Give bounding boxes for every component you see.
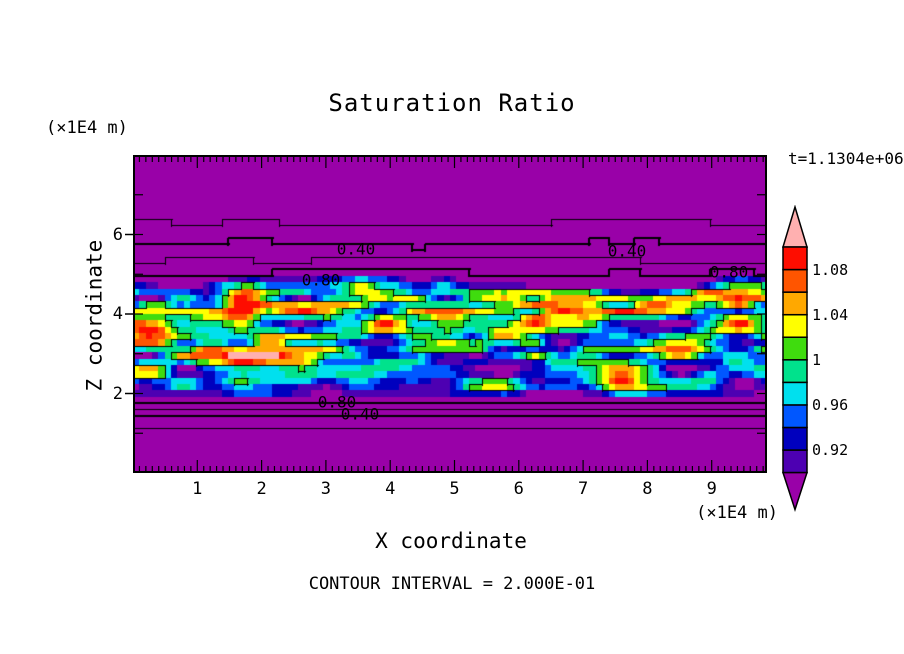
y-axis-units-label: (×1E4 m)	[46, 118, 128, 138]
contour-label: 0.40	[607, 241, 647, 261]
contour-interval-note: CONTOUR INTERVAL = 2.000E-01	[308, 574, 596, 594]
z-tick-label: 6	[112, 224, 123, 245]
z-tick-label: 2	[112, 383, 123, 404]
chart-title: Saturation Ratio	[328, 89, 576, 117]
x-tick-label: 2	[256, 479, 267, 499]
z-tick-label: 4	[112, 304, 123, 324]
colorbar-tick-label: 1.08	[812, 260, 849, 279]
contour-label: 0.40	[336, 239, 376, 259]
colorbar-tick-label: 0.92	[812, 441, 849, 460]
x-axis-units-label: (×1E4 m)	[696, 503, 778, 523]
colorbar-tick-label: 1	[812, 350, 822, 369]
colorbar-tick-label: 0.96	[812, 395, 849, 414]
x-tick-label: 6	[513, 479, 524, 499]
colorbar-tick-label: 1.04	[812, 305, 849, 324]
contour-field-canvas	[133, 155, 767, 473]
contour-label: 0.80	[317, 392, 357, 412]
x-tick-label: 5	[449, 479, 460, 499]
plot-area	[125, 155, 767, 473]
x-tick-label: 8	[642, 479, 653, 499]
x-tick-label: 3	[320, 479, 332, 499]
colorbar	[781, 205, 809, 513]
x-tick-label: 7	[577, 479, 589, 499]
contour-label: 0.40	[340, 404, 380, 424]
x-axis-label: X coordinate	[375, 529, 527, 553]
contour-label: 0.80	[709, 262, 749, 282]
contour-label: 0.80	[301, 270, 341, 290]
x-tick-label: 9	[706, 479, 717, 499]
x-tick-label: 4	[385, 479, 396, 499]
time-annotation: t=1.1304e+06	[788, 149, 904, 168]
x-tick-label: 1	[192, 479, 203, 499]
